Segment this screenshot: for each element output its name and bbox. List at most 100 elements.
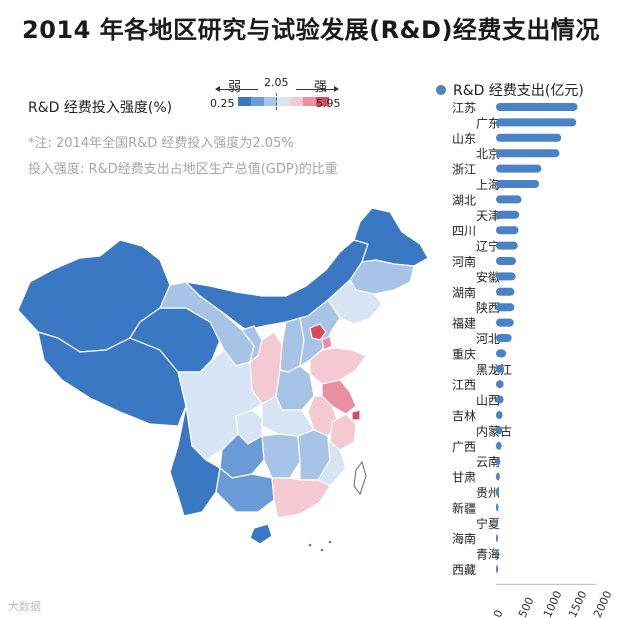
scale-direction: 弱 2.05 强 <box>210 76 350 95</box>
region-tianjin <box>321 335 333 351</box>
scale-color-bar <box>238 97 329 106</box>
bar <box>496 149 560 158</box>
category-label: 山西 <box>476 394 500 408</box>
bar <box>496 441 502 450</box>
category-label: 海南 <box>452 531 476 546</box>
bar <box>496 180 540 188</box>
scale-swatch <box>251 97 264 106</box>
arrow-right-icon <box>296 86 339 92</box>
category-label: 湖北 <box>452 192 476 207</box>
bar <box>496 241 518 250</box>
scale-min-label: 0.25 <box>210 97 235 110</box>
bar <box>496 395 504 404</box>
note-definition: 投入强度: R&D经费支出占地区生产总值(GDP)的比重 <box>28 162 338 177</box>
x-tick-label: 2000 <box>591 589 615 619</box>
intensity-legend-label: R&D 经费投入强度(%) <box>28 100 173 116</box>
bar <box>496 411 503 419</box>
bar <box>496 103 578 111</box>
scale-swatch <box>277 97 290 106</box>
region-beijing <box>309 323 327 341</box>
scale-weak-label: 弱 <box>228 80 242 95</box>
bar <box>496 472 500 481</box>
scale-national-average-marker <box>276 93 277 110</box>
category-label: 吉林 <box>452 409 476 423</box>
category-label: 黑龙江 <box>476 363 512 377</box>
category-label: 甘肃 <box>452 471 476 485</box>
bar <box>496 503 499 512</box>
bar <box>496 565 498 573</box>
x-tick-label: 500 <box>516 595 537 619</box>
bar <box>496 164 542 173</box>
scale-mid-label: 2.05 <box>264 76 289 89</box>
intensity-scale: 弱 2.05 强 0.25 5.95 <box>210 76 350 120</box>
scale-max-label: 5.95 <box>316 97 341 110</box>
category-label: 湖南 <box>452 285 476 300</box>
category-label: 青海 <box>476 547 500 562</box>
region-shanghai <box>351 409 361 421</box>
legend-dot-icon <box>436 85 446 95</box>
category-label: 天津 <box>476 209 500 223</box>
category-label: 安徽 <box>476 269 500 284</box>
chart-title: 2014 年各地区研究与试验发展(R&D)经费支出情况 <box>22 16 600 44</box>
category-label: 四川 <box>452 224 476 238</box>
south-china-sea-islands <box>308 540 332 552</box>
scale-swatch <box>316 97 329 106</box>
bar <box>496 318 514 327</box>
arrow-left-icon <box>215 86 258 92</box>
bar <box>496 287 515 296</box>
category-label: 重庆 <box>452 347 476 361</box>
category-label: 江西 <box>452 378 476 392</box>
category-label: 陕西 <box>476 300 500 315</box>
bar <box>496 518 498 527</box>
category-label: 福建 <box>452 316 476 331</box>
x-tick-label: 0 <box>491 608 506 619</box>
bar <box>496 426 503 435</box>
region-hunan <box>261 433 301 479</box>
bar <box>496 349 507 358</box>
category-label: 广西 <box>452 440 476 454</box>
region-shandong <box>309 347 367 385</box>
bar <box>496 380 504 389</box>
region-guangdong <box>271 477 331 519</box>
category-label: 江苏 <box>452 101 476 115</box>
bar <box>496 549 498 558</box>
category-label: 贵州 <box>476 486 500 500</box>
bar <box>496 210 520 219</box>
region-yunnan <box>169 405 221 517</box>
bar <box>496 488 499 496</box>
bar <box>496 226 519 235</box>
legend-series-label: R&D 经费支出(亿元) <box>453 83 584 99</box>
bar <box>496 364 505 373</box>
bar <box>496 272 516 281</box>
bar <box>496 334 512 342</box>
scale-swatch <box>238 97 251 106</box>
category-label: 西藏 <box>452 563 476 577</box>
category-label: 北京 <box>476 147 500 161</box>
category-label: 上海 <box>476 177 500 192</box>
x-tick-label: 1500 <box>566 589 590 619</box>
bar-chart-legend: R&D 经费支出(亿元) <box>436 80 584 100</box>
category-label: 云南 <box>476 454 500 469</box>
scale-swatch <box>290 97 303 106</box>
category-label: 辽宁 <box>476 239 500 254</box>
scale-swatch <box>264 97 277 106</box>
bar <box>496 303 515 312</box>
watermark: 大数据 <box>8 600 41 613</box>
region-taiwan <box>353 460 367 496</box>
category-label: 山东 <box>452 132 476 146</box>
bar <box>496 257 516 265</box>
bar <box>496 457 501 466</box>
note-national-average: *注: 2014年全国R&D 经费投入强度为2.05% <box>28 136 294 151</box>
scale-swatch <box>303 97 316 106</box>
category-label: 广东 <box>476 116 500 130</box>
bar <box>496 534 498 543</box>
bar <box>496 118 577 127</box>
region-hainan <box>249 523 273 545</box>
china-choropleth-map <box>17 207 429 552</box>
category-label: 宁夏 <box>476 516 500 531</box>
category-label: 内蒙古 <box>476 423 512 438</box>
x-tick-label: 1000 <box>541 589 565 619</box>
category-label: 河北 <box>476 332 500 346</box>
category-label: 新疆 <box>452 500 476 515</box>
